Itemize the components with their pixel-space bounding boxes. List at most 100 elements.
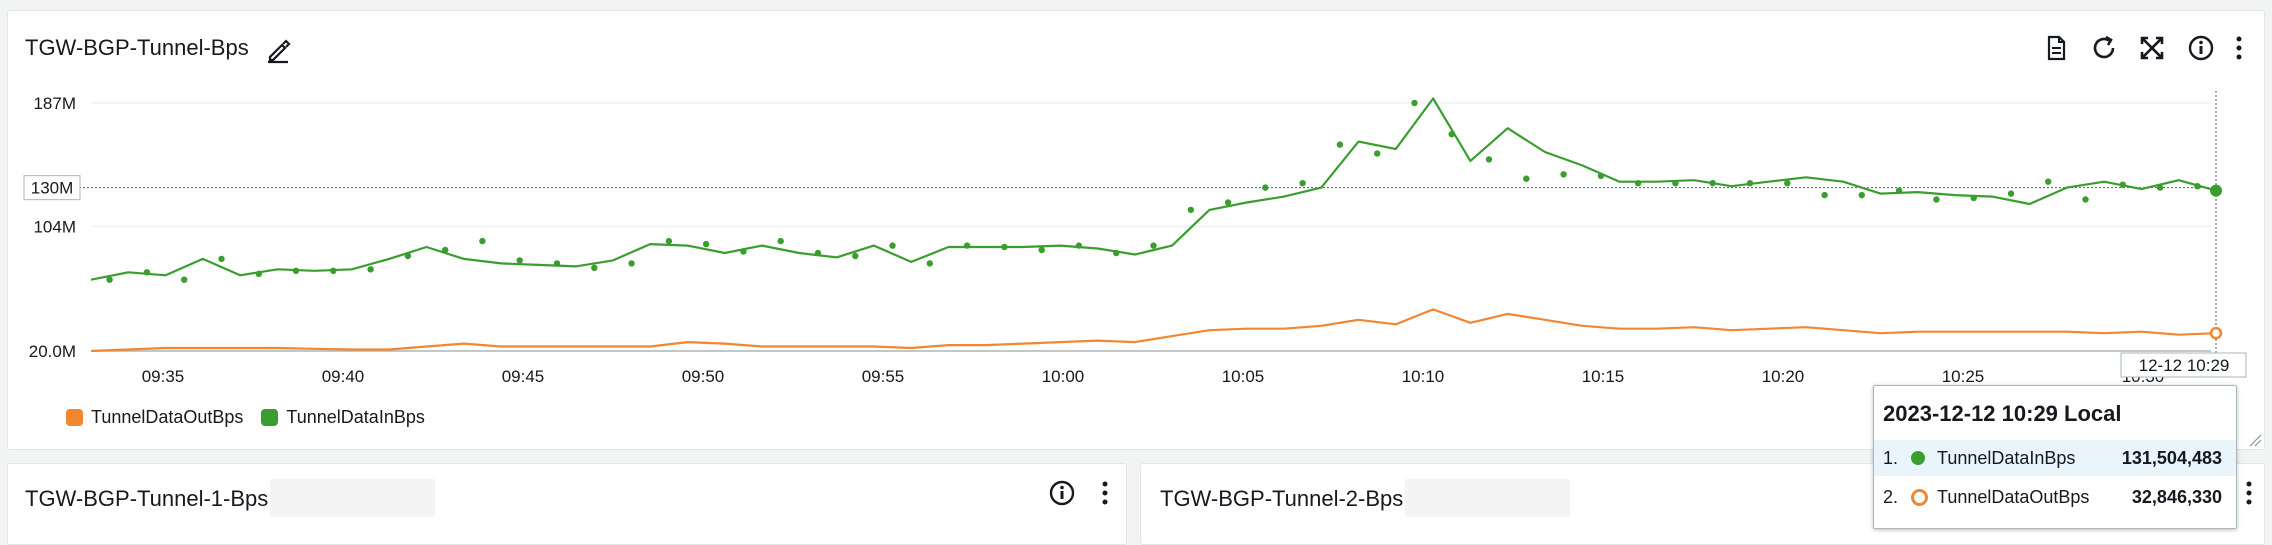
- hover-point-in: [2210, 184, 2222, 197]
- line-chart[interactable]: 20.0M 104M 187M 09:35 09:40 09:45 09:50 09:55 10…: [8, 11, 2264, 449]
- x-tick-label: 09:45: [502, 367, 545, 386]
- panel-title: TGW-BGP-Tunnel-Bps: [25, 35, 249, 60]
- data-point[interactable]: [553, 260, 561, 267]
- x-tick-label: 09:40: [322, 367, 365, 386]
- data-point[interactable]: [1523, 175, 1530, 182]
- info-icon[interactable]: [2186, 33, 2216, 63]
- data-point[interactable]: [255, 270, 262, 277]
- x-tick-label: 10:15: [1582, 367, 1625, 386]
- data-point[interactable]: [479, 237, 486, 245]
- data-point[interactable]: [1075, 242, 1083, 249]
- data-point[interactable]: [628, 260, 635, 267]
- data-point[interactable]: [106, 276, 113, 283]
- data-point[interactable]: [740, 248, 747, 255]
- legend-swatch-in: [261, 409, 279, 426]
- y-tick-label: 187M: [33, 94, 76, 113]
- data-point[interactable]: [889, 242, 896, 249]
- tooltip-series-value: 32,846,330: [2131, 486, 2222, 507]
- data-point[interactable]: [852, 252, 859, 260]
- series-line-out[interactable]: [90, 308, 2217, 353]
- data-point[interactable]: [926, 260, 933, 267]
- data-point[interactable]: [1224, 199, 1232, 206]
- info-icon[interactable]: [1047, 478, 1077, 508]
- crosshair-x-label: 12-12 10:29: [2139, 356, 2230, 375]
- data-point[interactable]: [702, 240, 710, 248]
- x-tick-label: 10:20: [1762, 367, 1805, 386]
- data-point[interactable]: [591, 264, 598, 271]
- data-point[interactable]: [1448, 131, 1455, 138]
- data-point[interactable]: [1784, 180, 1791, 187]
- panel-title-text: TGW-BGP-Tunnel-1-Bps: [25, 485, 269, 511]
- data-point[interactable]: [442, 246, 449, 254]
- chart-legend: TunnelDataOutBps TunnelDataInBps: [66, 407, 425, 428]
- data-point[interactable]: [2007, 190, 2015, 197]
- data-point[interactable]: [1709, 180, 1716, 187]
- series-ring-icon: [1911, 488, 1928, 506]
- more-options-icon[interactable]: [2224, 33, 2254, 63]
- data-point[interactable]: [367, 266, 374, 273]
- resize-handle-icon[interactable]: [2248, 433, 2262, 447]
- data-point[interactable]: [2119, 181, 2126, 188]
- tooltip-series-value: 131,504,483: [2121, 447, 2222, 468]
- data-point[interactable]: [1001, 243, 1008, 251]
- data-point[interactable]: [1374, 150, 1381, 157]
- panel-title-text: TGW-BGP-Tunnel-2-Bps: [1160, 485, 1404, 511]
- tooltip-time: 2023-12-12 10:29 Local: [1883, 401, 2122, 426]
- data-point[interactable]: [1038, 246, 1045, 254]
- data-point[interactable]: [292, 267, 300, 274]
- data-point[interactable]: [1672, 180, 1679, 187]
- data-point[interactable]: [181, 276, 188, 283]
- refresh-icon[interactable]: [2089, 33, 2119, 63]
- tooltip-series-name: TunnelDataInBps: [1937, 447, 2076, 468]
- y-tick-label: 104M: [33, 217, 76, 236]
- data-point[interactable]: [1634, 180, 1642, 187]
- data-point[interactable]: [1970, 194, 1977, 202]
- data-point[interactable]: [2082, 196, 2089, 203]
- data-point[interactable]: [1821, 191, 1828, 199]
- data-point[interactable]: [1187, 206, 1195, 214]
- data-point[interactable]: [404, 252, 412, 260]
- x-tick-label: 10:00: [1042, 367, 1085, 386]
- edit-title-icon[interactable]: [264, 35, 294, 65]
- data-point[interactable]: [516, 257, 523, 264]
- panel-title: TGW-BGP-Tunnel-1-Bps: [25, 479, 436, 519]
- data-point[interactable]: [2045, 178, 2052, 185]
- tooltip-row: 2. TunnelDataOutBps 32,846,330: [1874, 479, 2236, 515]
- data-point[interactable]: [1485, 156, 1493, 163]
- data-point[interactable]: [1299, 180, 1306, 187]
- expand-icon[interactable]: [2137, 33, 2167, 63]
- data-point[interactable]: [1262, 184, 1269, 191]
- data-point[interactable]: [1336, 141, 1344, 148]
- data-point[interactable]: [665, 237, 673, 245]
- data-point[interactable]: [1746, 180, 1754, 187]
- data-point[interactable]: [143, 269, 151, 276]
- more-options-icon[interactable]: [1090, 478, 1120, 508]
- tooltip-row-index: 2.: [1883, 486, 1899, 507]
- x-tick-label: 10:10: [1402, 367, 1445, 386]
- data-point[interactable]: [1113, 249, 1120, 257]
- tooltip-row-index: 1.: [1883, 447, 1899, 468]
- data-point[interactable]: [330, 267, 337, 274]
- document-icon[interactable]: [2041, 33, 2071, 63]
- data-point[interactable]: [1858, 191, 1866, 199]
- data-point[interactable]: [1895, 187, 1903, 194]
- data-point[interactable]: [1411, 99, 1418, 107]
- more-options-icon[interactable]: [2234, 478, 2264, 508]
- legend-item-in[interactable]: TunnelDataInBps: [261, 407, 425, 428]
- data-point[interactable]: [1933, 196, 1940, 203]
- legend-item-out[interactable]: TunnelDataOutBps: [66, 407, 243, 428]
- data-point[interactable]: [814, 249, 822, 257]
- data-point[interactable]: [218, 255, 225, 263]
- x-tick-label: 09:55: [862, 367, 905, 386]
- data-point[interactable]: [963, 242, 971, 249]
- data-point[interactable]: [1597, 172, 1605, 179]
- crosshair-y-label-box: [23, 175, 81, 201]
- redacted-area: [1405, 479, 1571, 517]
- data-point[interactable]: [1560, 171, 1567, 178]
- data-point[interactable]: [2194, 183, 2201, 190]
- data-point[interactable]: [2156, 184, 2164, 191]
- data-point[interactable]: [1150, 242, 1157, 249]
- tooltip-series-name: TunnelDataOutBps: [1937, 486, 2090, 507]
- data-point[interactable]: [777, 237, 784, 245]
- legend-swatch-out: [66, 409, 83, 426]
